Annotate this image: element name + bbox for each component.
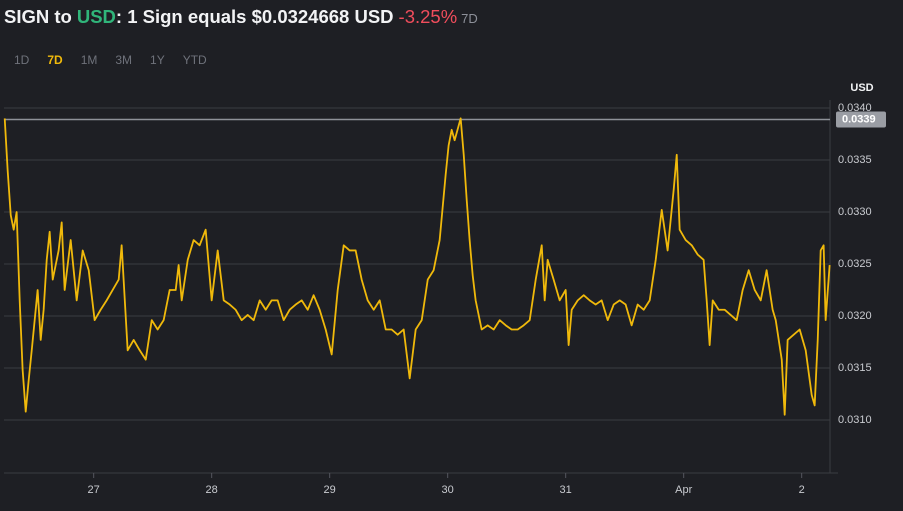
y-tick-label: 0.0310 (838, 414, 872, 426)
y-axis-label: USD (850, 82, 873, 94)
price-line-series (3, 117, 831, 416)
range-tab[interactable]: YTD (182, 53, 207, 67)
title-quote: USD (76, 6, 116, 27)
range-tab[interactable]: 1D (14, 53, 30, 67)
title-change: -3.25% (398, 6, 458, 27)
x-tick-label: 2 (799, 484, 805, 496)
x-tick-label: 27 (88, 484, 100, 496)
range-tab[interactable]: 1Y (150, 53, 165, 67)
title-base: SIGN to (4, 6, 72, 27)
y-tick-label: 0.0320 (838, 310, 872, 322)
x-tick-label: 30 (442, 484, 454, 496)
range-tab[interactable]: 1M (80, 53, 98, 67)
y-tick-label: 0.0325 (838, 258, 872, 270)
y-tick-label: 0.0335 (838, 154, 872, 166)
price-badge (836, 111, 886, 128)
y-tick-label: 0.0340 (838, 102, 872, 114)
title-period: 7D (461, 11, 478, 26)
range-tab[interactable]: 7D (47, 53, 63, 67)
x-tick-label: Apr (675, 484, 692, 496)
title: SIGN to USD: 1 Sign equals $0.0324668 USD… (4, 6, 478, 28)
x-tick-label: 28 (206, 484, 218, 496)
x-tick-label: 29 (324, 484, 336, 496)
range-tab[interactable]: 3M (115, 53, 133, 67)
title-rate: : 1 Sign equals $0.0324668 USD (115, 6, 394, 27)
y-tick-label: 0.0330 (838, 206, 872, 218)
y-tick-label: 0.0315 (838, 362, 872, 374)
x-tick-label: 31 (560, 484, 572, 496)
range-tabs: 1D 7D 1M 3M 1Y YTD (14, 53, 225, 67)
price-badge-label: 0.0339 (842, 113, 876, 125)
